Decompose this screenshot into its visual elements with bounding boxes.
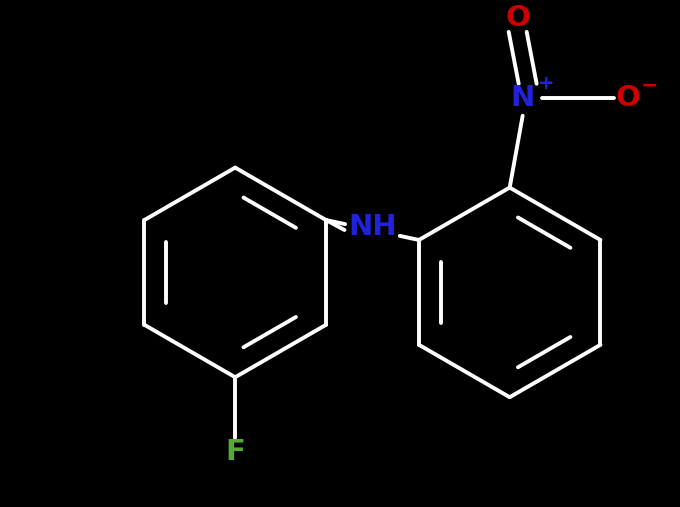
Text: O: O (505, 4, 530, 32)
Text: F: F (225, 438, 245, 466)
Text: NH: NH (348, 213, 396, 241)
Text: N: N (511, 84, 534, 112)
Text: O: O (615, 84, 640, 112)
Text: +: + (537, 74, 554, 93)
Text: −: − (641, 76, 658, 96)
